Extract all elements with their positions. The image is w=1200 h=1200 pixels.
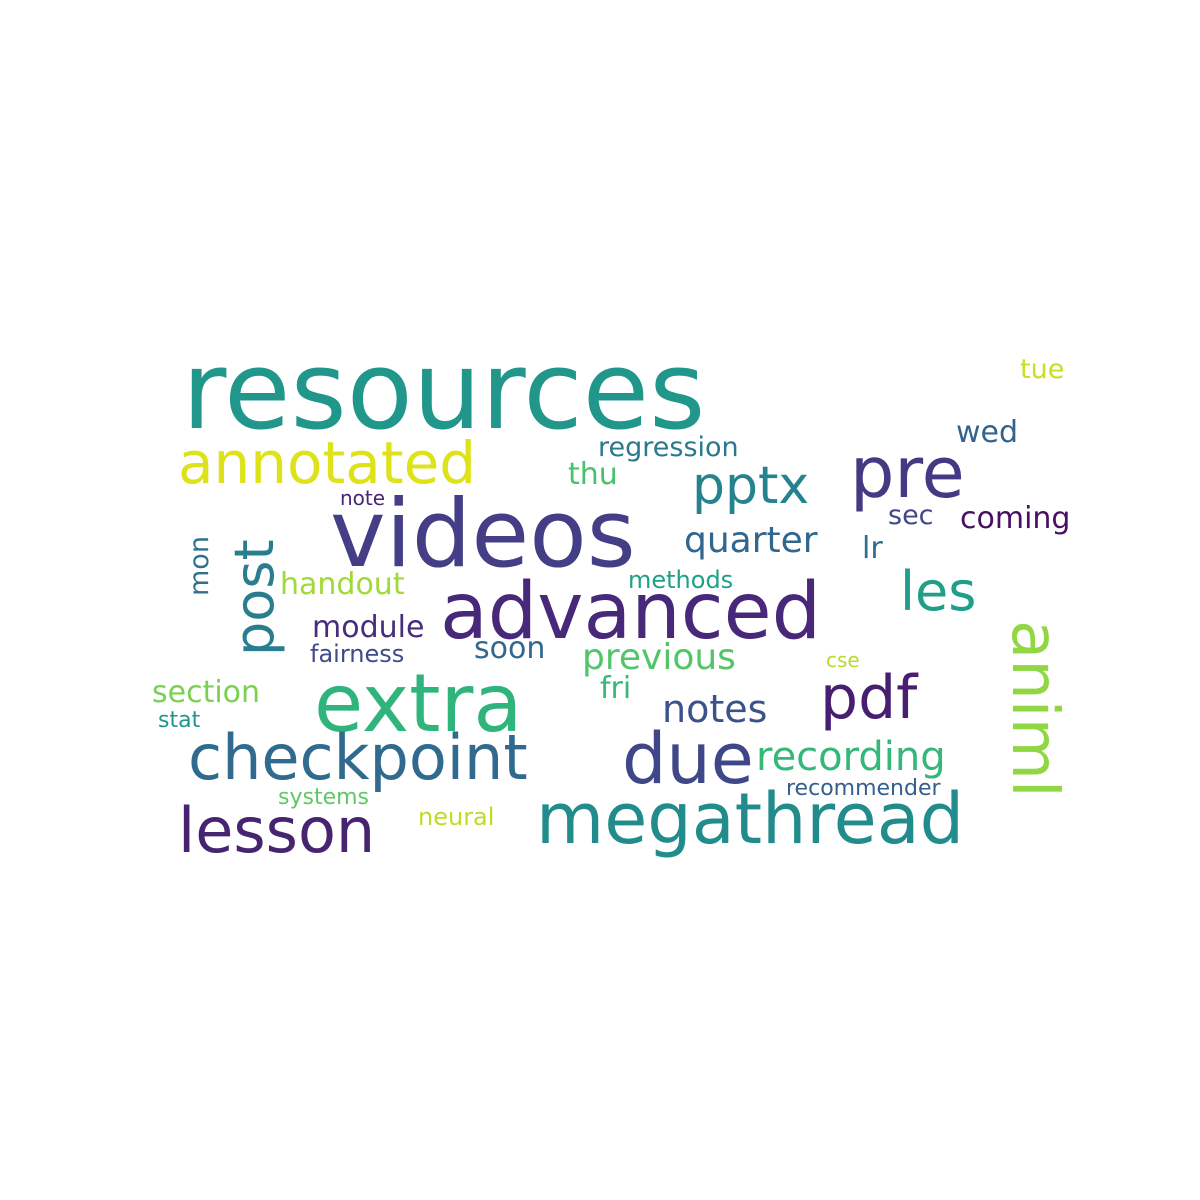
word-previous: previous xyxy=(582,637,736,678)
word-section: section xyxy=(152,675,261,710)
word-recording: recording xyxy=(756,734,946,780)
word-fri: fri xyxy=(600,671,632,706)
word-pdf: pdf xyxy=(820,663,918,733)
word-advanced: advanced xyxy=(440,567,822,657)
word-regression: regression xyxy=(598,432,739,463)
word-cse: cse xyxy=(826,648,860,672)
word-stat: stat xyxy=(158,708,201,733)
word-neural: neural xyxy=(418,803,495,831)
word-pptx: pptx xyxy=(692,456,810,516)
word-extra: extra xyxy=(314,657,523,750)
word-mon: mon xyxy=(184,536,215,596)
word-megathread: megathread xyxy=(536,778,965,860)
word-systems: systems xyxy=(278,785,369,810)
word-post: post xyxy=(223,539,286,656)
word-pre: pre xyxy=(850,432,965,514)
word-recommender: recommender xyxy=(786,776,941,801)
word-fairness: fairness xyxy=(310,640,405,668)
word-coming: coming xyxy=(960,501,1071,536)
word-soon: soon xyxy=(474,631,546,666)
word-animl: animl xyxy=(997,620,1071,798)
word-les: les xyxy=(900,560,977,623)
word-handout: handout xyxy=(280,567,405,602)
word-lr: lr xyxy=(862,531,883,566)
word-lesson: lesson xyxy=(178,794,376,867)
word-notes: notes xyxy=(662,687,768,731)
word-due: due xyxy=(622,718,754,800)
word-resources: resources xyxy=(182,329,706,454)
word-sec: sec xyxy=(888,500,934,531)
word-thu: thu xyxy=(568,457,618,492)
word-annotated: annotated xyxy=(178,429,477,497)
word-quarter: quarter xyxy=(684,520,818,561)
word-videos: videos xyxy=(330,480,636,589)
word-module: module xyxy=(312,610,425,645)
word-note: note xyxy=(340,486,386,510)
word-wed: wed xyxy=(956,415,1019,450)
word-checkpoint: checkpoint xyxy=(188,721,528,794)
word-tue: tue xyxy=(1020,354,1065,385)
word-methods: methods xyxy=(628,566,734,594)
